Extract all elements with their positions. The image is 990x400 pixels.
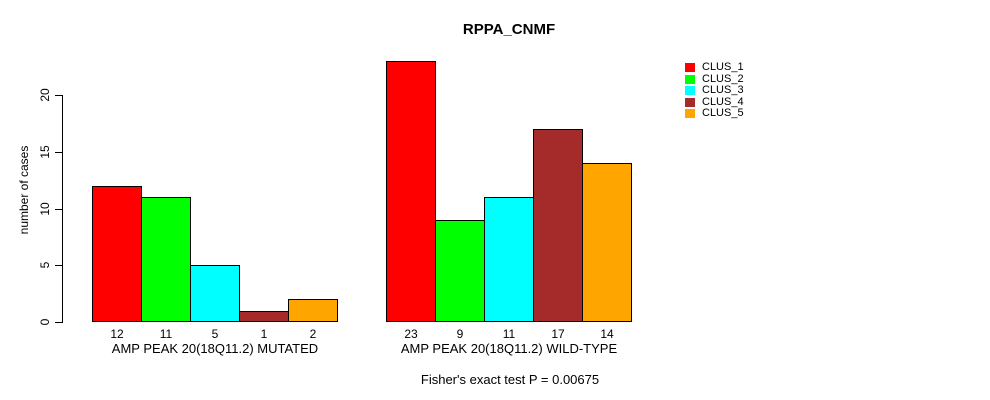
bar-value-label: 5 bbox=[211, 327, 219, 341]
bar-clus_3 bbox=[190, 265, 240, 322]
bar-clus_4 bbox=[239, 311, 289, 322]
legend-entry-label: CLUS_2 bbox=[702, 72, 744, 85]
legend-entry-clus_1: CLUS_1 bbox=[685, 62, 744, 74]
legend-swatch-icon bbox=[685, 74, 695, 84]
y-tick-label: 5 bbox=[38, 261, 52, 269]
legend-entry-label: CLUS_5 bbox=[702, 107, 744, 120]
y-axis-label: number of cases bbox=[17, 145, 31, 235]
bar-value-label: 2 bbox=[309, 327, 317, 341]
legend-swatch-icon bbox=[685, 86, 695, 96]
y-axis-line bbox=[62, 95, 63, 323]
legend-swatch-icon bbox=[685, 63, 695, 73]
y-tick-mark bbox=[55, 265, 62, 267]
bar-value-label: 12 bbox=[110, 327, 124, 341]
chart-title: RPPA_CNMF bbox=[462, 21, 556, 38]
legend-entry-clus_3: CLUS_3 bbox=[685, 85, 744, 97]
bar-clus_2 bbox=[141, 197, 191, 322]
bar-value-label: 14 bbox=[600, 327, 614, 341]
bar-clus_1 bbox=[386, 61, 436, 322]
bar-value-label: 1 bbox=[260, 327, 268, 341]
bar-clus_4 bbox=[533, 129, 583, 322]
bar-clus_3 bbox=[484, 197, 534, 322]
legend-entry-clus_2: CLUS_2 bbox=[685, 72, 744, 86]
fisher-test-footnote: Fisher's exact test P = 0.00675 bbox=[420, 372, 600, 387]
y-tick-label: 20 bbox=[38, 88, 52, 102]
y-tick-mark bbox=[55, 208, 62, 210]
legend: CLUS_1 CLUS_2 CLUS_3 CLUS_4 CLUS_5 bbox=[685, 62, 744, 120]
bar-value-label: 9 bbox=[456, 327, 464, 341]
bar-value-label: 11 bbox=[502, 327, 516, 341]
legend-entry-label: CLUS_1 bbox=[702, 61, 744, 74]
legend-entry-clus_5: CLUS_5 bbox=[685, 108, 744, 120]
y-tick-label: 0 bbox=[38, 318, 52, 326]
bar-value-label: 23 bbox=[404, 327, 418, 341]
y-tick-label: 10 bbox=[38, 201, 52, 216]
bar-value-label: 17 bbox=[551, 327, 565, 341]
y-tick-mark bbox=[55, 95, 62, 96]
legend-swatch-icon bbox=[685, 97, 695, 107]
legend-entry-clus_4: CLUS_4 bbox=[685, 95, 744, 109]
y-tick-label: 15 bbox=[38, 145, 52, 159]
legend-entry-label: CLUS_3 bbox=[702, 84, 744, 97]
bar-value-label: 11 bbox=[159, 327, 173, 341]
bar-clus_2 bbox=[435, 220, 485, 322]
bar-clus_5 bbox=[288, 299, 338, 322]
bar-clus_5 bbox=[582, 163, 632, 322]
bar-clus_1 bbox=[92, 186, 142, 322]
group-label: AMP PEAK 20(18Q11.2) MUTATED bbox=[111, 341, 319, 356]
legend-entry-label: CLUS_4 bbox=[702, 95, 744, 108]
y-tick-mark bbox=[55, 322, 62, 323]
group-label: AMP PEAK 20(18Q11.2) WILD-TYPE bbox=[400, 341, 618, 356]
legend-swatch-icon bbox=[685, 109, 695, 119]
y-tick-mark bbox=[55, 151, 62, 153]
